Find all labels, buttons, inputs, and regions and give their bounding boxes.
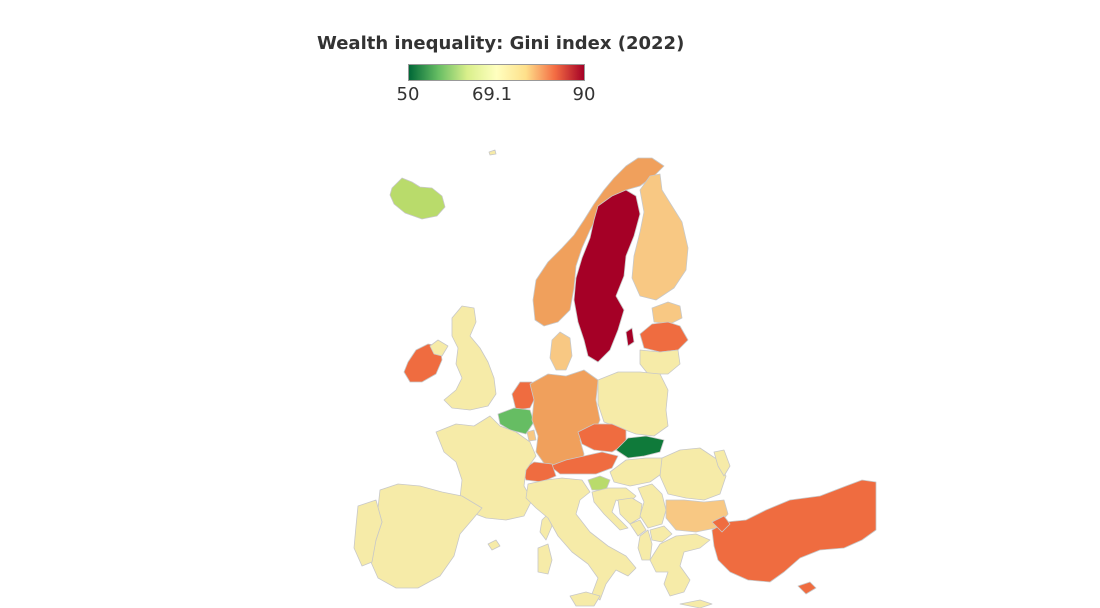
region-belgium[interactable] [497, 407, 535, 435]
region-switzerland[interactable] [521, 461, 557, 483]
region-norway[interactable] [532, 157, 665, 327]
region-bosnia[interactable] [617, 497, 643, 525]
region-turkey-thrace[interactable] [711, 515, 731, 533]
region-moldova[interactable] [713, 449, 731, 477]
region-iceland[interactable] [389, 177, 446, 220]
region-latvia[interactable] [639, 321, 689, 353]
region-ireland[interactable] [403, 343, 443, 383]
chart-title: Wealth inequality: Gini index (2022) [317, 33, 685, 54]
region-denmark[interactable] [549, 331, 573, 371]
region-slovakia[interactable] [615, 435, 665, 459]
region-serbia[interactable] [637, 483, 667, 529]
region-sardinia[interactable] [537, 543, 553, 575]
region-northern-ireland[interactable] [429, 339, 449, 357]
region-balearic[interactable] [487, 539, 501, 551]
region-portugal[interactable] [353, 499, 383, 567]
region-finland[interactable] [631, 173, 689, 301]
region-greece[interactable] [649, 533, 711, 597]
region-hungary[interactable] [609, 457, 665, 487]
region-cyprus[interactable] [797, 581, 817, 595]
region-sweden[interactable] [573, 189, 641, 363]
region-turkey[interactable] [711, 479, 877, 583]
region-italy[interactable] [525, 477, 637, 601]
region-poland[interactable] [597, 371, 669, 437]
region-montenegro[interactable] [629, 519, 647, 537]
color-scale-bar [408, 64, 585, 81]
region-faroe [488, 149, 497, 156]
legend-max-label: 90 [572, 84, 596, 105]
region-slovenia[interactable] [587, 475, 611, 491]
region-north-macedonia[interactable] [649, 525, 673, 543]
region-luxembourg[interactable] [526, 429, 537, 442]
region-romania[interactable] [659, 447, 727, 501]
region-germany[interactable] [529, 369, 601, 473]
region-lithuania[interactable] [639, 349, 681, 375]
region-croatia[interactable] [591, 487, 637, 531]
region-austria[interactable] [549, 451, 619, 475]
region-united-kingdom[interactable] [443, 305, 497, 411]
legend-min-label: 50 [396, 84, 420, 105]
region-estonia[interactable] [651, 301, 683, 325]
region-sicily[interactable] [569, 591, 601, 607]
legend-mid-label: 69.1 [471, 84, 513, 105]
region-crete[interactable] [679, 599, 713, 608]
region-spain[interactable] [369, 483, 483, 589]
region-gotland[interactable] [625, 327, 635, 347]
